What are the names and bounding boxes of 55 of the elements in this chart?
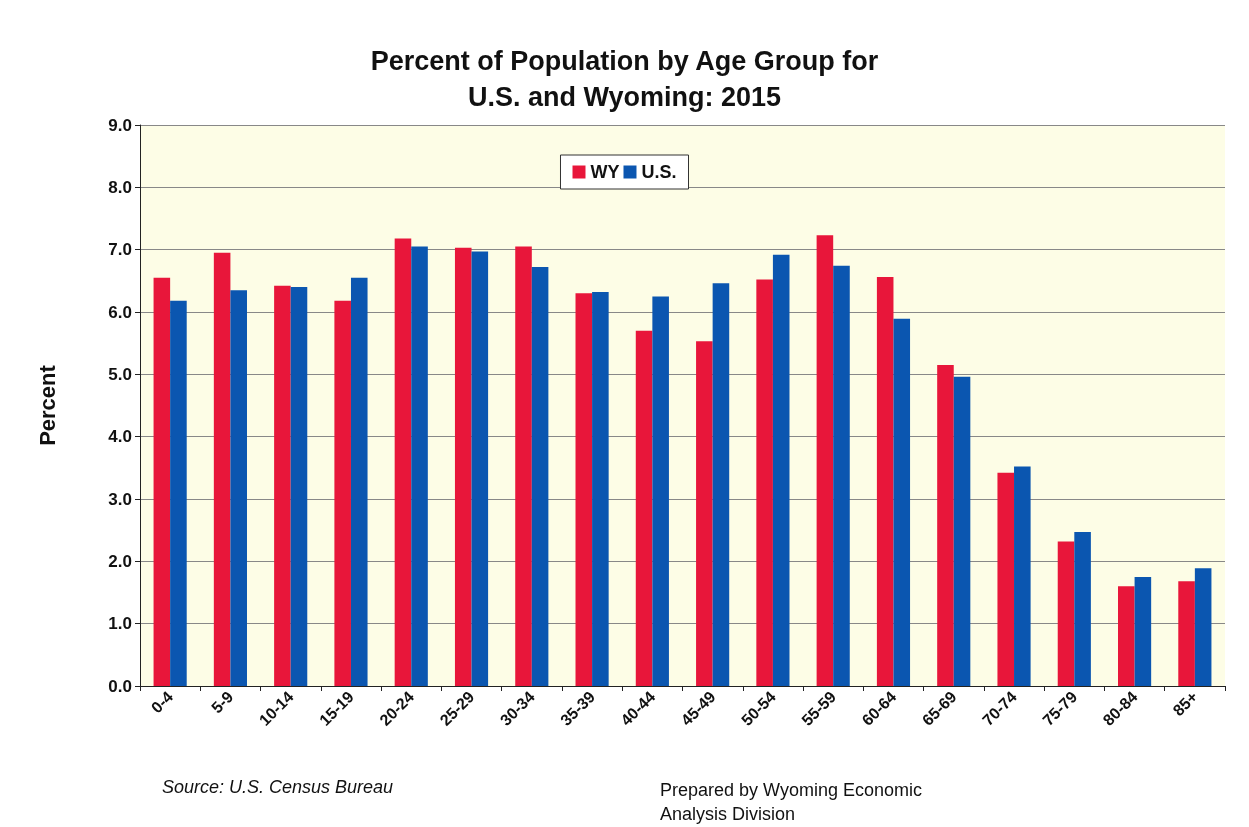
bar — [394, 238, 412, 686]
bar — [876, 277, 894, 686]
bar — [1194, 568, 1212, 686]
bar — [712, 283, 730, 686]
bar — [592, 292, 609, 686]
y-tick-label: 6.0 — [108, 302, 132, 322]
bar — [290, 287, 308, 686]
bar — [515, 246, 532, 686]
chart-title: Percent of Population by Age Group for U.S. and Wyoming: 2015 — [370, 46, 879, 112]
bar — [953, 376, 971, 686]
y-tick-label: 3.0 — [108, 489, 132, 509]
bar — [816, 235, 834, 686]
bar — [1057, 541, 1075, 686]
y-axis-title: Percent — [34, 364, 60, 446]
bar — [531, 267, 549, 686]
bar — [756, 279, 773, 686]
x-tick-label: 85+ — [1169, 687, 1201, 720]
bar — [454, 247, 472, 686]
bar — [696, 341, 713, 686]
y-tick-label: 0.0 — [108, 676, 132, 696]
bar — [334, 300, 351, 686]
bar — [153, 277, 171, 686]
bar — [213, 252, 231, 686]
bar — [1134, 576, 1152, 686]
bar — [635, 330, 653, 686]
bar — [350, 277, 368, 686]
bar — [170, 300, 187, 686]
bar — [772, 254, 790, 686]
y-tick-label: 1.0 — [108, 614, 132, 634]
bar — [1014, 466, 1031, 686]
y-tick-label: 9.0 — [108, 115, 132, 135]
bar — [471, 251, 489, 686]
bar — [230, 290, 247, 686]
bar — [893, 318, 911, 686]
bar — [274, 285, 291, 686]
y-tick-label: 8.0 — [108, 177, 132, 197]
y-tick-label: 5.0 — [108, 364, 132, 384]
y-tick-label: 2.0 — [108, 551, 132, 571]
bar — [833, 265, 850, 686]
bar — [1118, 586, 1135, 686]
bar — [1178, 581, 1195, 686]
bar — [937, 364, 954, 686]
x-tick-label: 0-4 — [147, 687, 177, 717]
y-tick-label: 4.0 — [108, 427, 132, 447]
bar — [411, 246, 428, 686]
bar — [652, 296, 669, 686]
legend-label: WY — [590, 162, 620, 182]
bar — [575, 293, 593, 686]
bar — [997, 472, 1015, 686]
legend-label: U.S. — [641, 162, 677, 182]
y-tick-label: 7.0 — [108, 240, 132, 260]
x-tick-label: 5-9 — [208, 687, 237, 717]
source-note: Source: U.S. Census Bureau — [162, 777, 394, 797]
text: Prepared by Wyoming Economic Analysis Division — [660, 780, 922, 824]
bar — [1074, 532, 1091, 686]
